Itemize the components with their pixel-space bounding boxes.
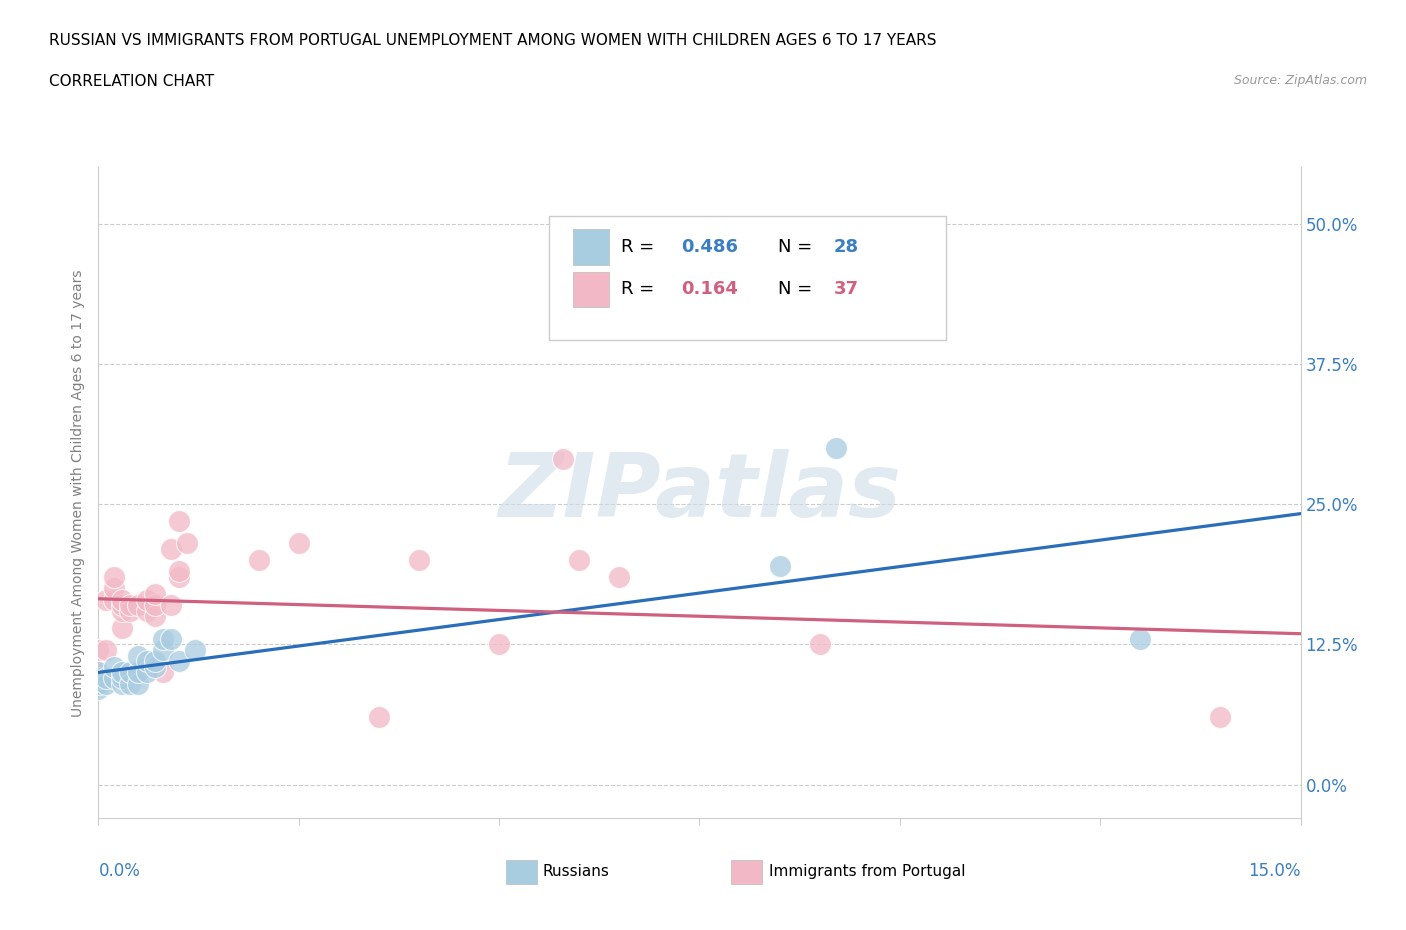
Point — [111, 620, 134, 635]
Point — [768, 558, 790, 573]
Point — [143, 598, 166, 613]
Point — [103, 671, 125, 685]
Point — [128, 665, 150, 680]
Text: CORRELATION CHART: CORRELATION CHART — [49, 74, 214, 89]
Point — [167, 564, 190, 578]
Point — [103, 581, 125, 596]
Text: 15.0%: 15.0% — [1249, 862, 1301, 881]
Point — [176, 536, 198, 551]
Text: ZIPatlas: ZIPatlas — [498, 449, 901, 537]
Point — [135, 604, 157, 618]
Point — [103, 592, 125, 607]
Point — [120, 604, 142, 618]
Text: 28: 28 — [834, 238, 859, 256]
Point — [152, 665, 174, 680]
Point — [120, 665, 142, 680]
Point — [143, 609, 166, 624]
Text: Russians: Russians — [543, 864, 610, 879]
Point — [152, 643, 174, 658]
Point — [111, 665, 134, 680]
Point — [96, 592, 118, 607]
Point — [609, 570, 631, 585]
Text: RUSSIAN VS IMMIGRANTS FROM PORTUGAL UNEMPLOYMENT AMONG WOMEN WITH CHILDREN AGES : RUSSIAN VS IMMIGRANTS FROM PORTUGAL UNEM… — [49, 33, 936, 47]
Point — [103, 570, 125, 585]
Point — [111, 592, 134, 607]
Point — [247, 552, 270, 567]
Point — [167, 654, 190, 669]
Point — [135, 592, 157, 607]
Bar — [574, 272, 609, 308]
Point — [553, 452, 575, 467]
FancyBboxPatch shape — [550, 217, 946, 340]
Point — [159, 541, 181, 556]
Point — [167, 513, 190, 528]
Point — [128, 676, 150, 691]
Text: R =: R = — [621, 280, 661, 299]
Text: 0.486: 0.486 — [682, 238, 738, 256]
Point — [111, 676, 134, 691]
Text: N =: N = — [778, 280, 818, 299]
Text: Immigrants from Portugal: Immigrants from Portugal — [769, 864, 966, 879]
Point — [368, 710, 391, 724]
Point — [103, 659, 125, 674]
Point — [159, 598, 181, 613]
Point — [143, 659, 166, 674]
Point — [96, 676, 118, 691]
Text: 37: 37 — [834, 280, 859, 299]
Point — [135, 654, 157, 669]
Text: R =: R = — [621, 238, 661, 256]
Point — [183, 643, 205, 658]
Bar — [574, 230, 609, 265]
Point — [96, 671, 118, 685]
Point — [120, 598, 142, 613]
Text: 0.164: 0.164 — [682, 280, 738, 299]
Point — [128, 665, 150, 680]
Y-axis label: Unemployment Among Women with Children Ages 6 to 17 years: Unemployment Among Women with Children A… — [70, 269, 84, 717]
Point — [120, 676, 142, 691]
Text: 0.0%: 0.0% — [98, 862, 141, 881]
Point — [87, 665, 110, 680]
Point — [111, 598, 134, 613]
Point — [87, 665, 110, 680]
Point — [87, 682, 110, 697]
Point — [128, 598, 150, 613]
Point — [143, 587, 166, 602]
Text: Source: ZipAtlas.com: Source: ZipAtlas.com — [1233, 74, 1367, 87]
Point — [152, 631, 174, 646]
Point — [87, 643, 110, 658]
Point — [808, 637, 831, 652]
Point — [1129, 631, 1152, 646]
Point — [1209, 710, 1232, 724]
Point — [408, 552, 430, 567]
Point — [824, 441, 846, 456]
Point — [488, 637, 510, 652]
Point — [288, 536, 311, 551]
Point — [135, 665, 157, 680]
Point — [128, 648, 150, 663]
Point — [96, 643, 118, 658]
Point — [111, 671, 134, 685]
Point — [87, 671, 110, 685]
Point — [143, 654, 166, 669]
Text: N =: N = — [778, 238, 818, 256]
Point — [87, 676, 110, 691]
Point — [167, 570, 190, 585]
Point — [111, 604, 134, 618]
Point — [159, 631, 181, 646]
Point — [568, 552, 591, 567]
